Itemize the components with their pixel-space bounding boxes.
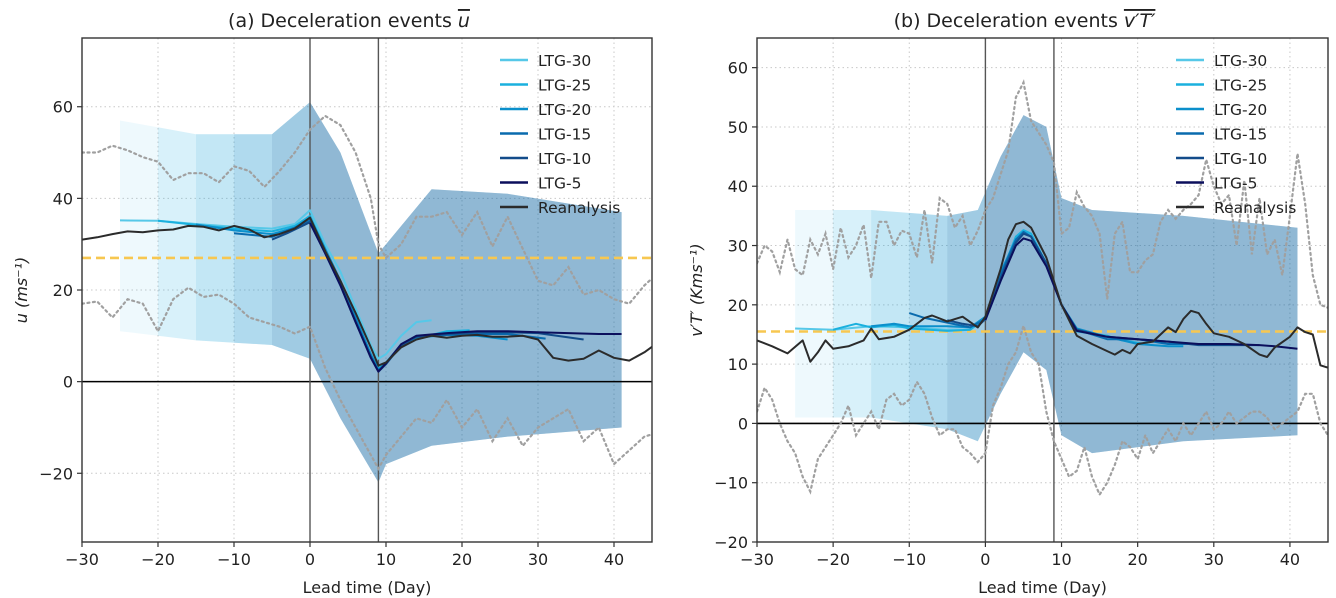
spread-band [985, 115, 1298, 454]
y-tick-label: 40 [53, 189, 73, 208]
legend-label: LTG-20 [538, 101, 591, 119]
legend: LTG-30 LTG-25 LTG-20 LTG-15 LTG-10 LTG-5 Reana… [1176, 52, 1296, 217]
percentile-lower-line [82, 286, 652, 471]
x-tick-label: −10 [217, 550, 251, 569]
y-tick-label: 60 [53, 98, 73, 117]
spread-band [947, 115, 1298, 454]
legend-label: LTG-15 [538, 126, 591, 144]
percentile-upper-line [82, 114, 652, 305]
chart-title-text: (a) Deceleration events [228, 10, 458, 32]
x-tick-label: 20 [452, 550, 472, 569]
plot-area [82, 38, 652, 542]
legend-label: LTG-10 [1214, 150, 1267, 168]
x-tick-label: −10 [892, 550, 926, 569]
y-axis-label: v′T′ (Kms⁻¹) [687, 243, 706, 336]
x-tick-label: 40 [1280, 550, 1300, 569]
legend-label: LTG-30 [538, 52, 591, 70]
percentile-upper-line [757, 79, 1328, 309]
series-line-ltg-30 [119, 209, 432, 360]
legend-label: LTG-25 [1214, 77, 1267, 95]
spread-bands [120, 102, 622, 483]
x-tick-label: 0 [305, 550, 315, 569]
series-line-reanalysis [757, 220, 1328, 369]
legend-label: LTG-5 [1214, 175, 1257, 193]
x-tick-label: −20 [816, 550, 850, 569]
spread-band [795, 115, 1298, 454]
x-axis-label: Lead time (Day) [978, 578, 1107, 597]
spread-band [234, 102, 622, 483]
x-tick-label: 20 [1127, 550, 1147, 569]
y-tick-label: 30 [728, 237, 748, 256]
percentile-lower-line [757, 321, 1328, 497]
y-tick-label: 20 [53, 281, 73, 300]
series-line-reanalysis [82, 216, 652, 367]
axes-frame [756, 37, 1329, 543]
y-tick-label: −20 [39, 464, 73, 483]
x-tick-label: −20 [141, 550, 175, 569]
x-tick-label: 10 [1051, 550, 1071, 569]
plot-area [757, 38, 1328, 542]
x-tick-label: 0 [980, 550, 990, 569]
spread-band [272, 102, 622, 483]
chart-title: (a) Deceleration events u [228, 10, 470, 32]
x-tick-label: −30 [65, 550, 99, 569]
x-tick-label: 40 [604, 550, 624, 569]
y-axis-label: u (ms⁻¹) [12, 257, 31, 324]
x-tick-label: 30 [1204, 550, 1224, 569]
y-tick-label: 0 [738, 414, 748, 433]
legend-label: LTG-25 [538, 77, 591, 95]
legend-label: Reanalysis [538, 199, 620, 217]
chart-title-text: (b) Deceleration events [894, 10, 1124, 32]
spread-band [196, 102, 622, 483]
series-line-ltg-5 [309, 222, 622, 373]
y-tick-label: 50 [728, 118, 748, 137]
spread-band [871, 115, 1298, 454]
y-tick-label: 0 [63, 373, 73, 392]
chart-title: (b) Deceleration events v′T′ [894, 10, 1156, 32]
y-tick-label: 40 [728, 177, 748, 196]
spread-band [833, 115, 1298, 454]
legend: LTG-30 LTG-25 LTG-20 LTG-15 LTG-10 LTG-5 Reana… [500, 52, 620, 217]
legend-label: LTG-30 [1214, 52, 1267, 70]
panel-b: −30 −20 −10 0 10 20 30 40−20−100102030405060(b)… [687, 10, 1329, 597]
spread-band [158, 102, 622, 483]
chart-title-symbol: v′T′ [1124, 10, 1156, 32]
y-tick-label: −10 [714, 474, 748, 493]
y-tick-label: −20 [714, 533, 748, 552]
y-tick-label: 20 [728, 296, 748, 315]
y-tick-label: 10 [728, 355, 748, 374]
x-axis-label: Lead time (Day) [303, 578, 432, 597]
x-tick-label: 30 [528, 550, 548, 569]
panel-a: −30 −20 −10 0 10 20 30 40 −20 0 20 40 60 (a) Decelera… [12, 10, 653, 597]
legend-label: LTG-5 [538, 175, 581, 193]
x-tick-label: 10 [376, 550, 396, 569]
legend-label: Reanalysis [1214, 199, 1296, 217]
spread-band [310, 102, 622, 483]
legend-label: LTG-15 [1214, 126, 1267, 144]
spread-band [120, 102, 622, 483]
y-tick-label: 60 [728, 59, 748, 78]
x-tick-label: −30 [740, 550, 774, 569]
legend-label: LTG-20 [1214, 101, 1267, 119]
chart-title-symbol: u [458, 10, 470, 32]
legend-label: LTG-10 [538, 150, 591, 168]
